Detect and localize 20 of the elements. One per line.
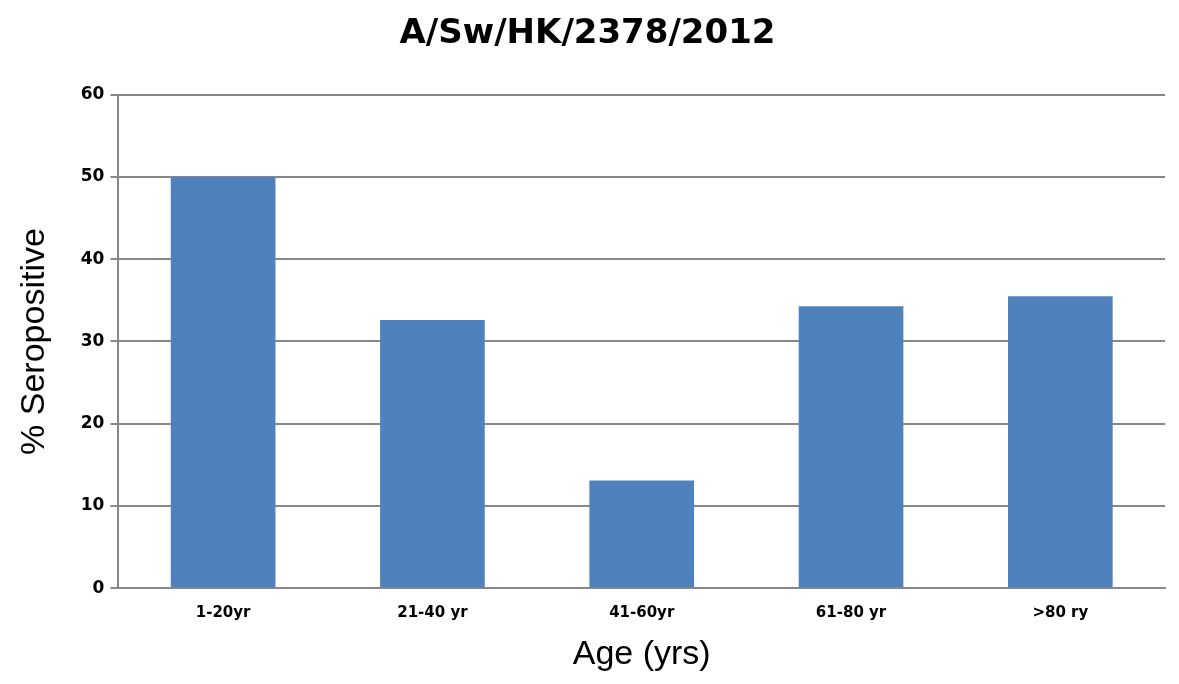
y-tick-label: 10 [80, 494, 105, 515]
bar [589, 480, 695, 588]
bar [170, 177, 276, 588]
x-tick-label: 61-80 yr [815, 603, 887, 622]
y-tick-label: 50 [80, 165, 105, 186]
y-tick-label: 20 [80, 412, 105, 433]
bar [380, 320, 485, 588]
x-tick-label: 41-60yr [609, 603, 675, 622]
y-axis-title: % Seropositive [12, 228, 51, 455]
x-tick-label: 21-40 yr [397, 603, 469, 622]
bar [1008, 296, 1113, 588]
y-tick-label: 40 [80, 247, 105, 268]
x-tick-label: >80 ry [1032, 603, 1089, 622]
y-tick-label: 30 [80, 329, 105, 350]
x-axis-title: Age (yrs) [572, 632, 711, 671]
y-tick-label: 60 [80, 83, 105, 104]
bar [798, 306, 904, 588]
x-tick-label: 1-20yr [195, 603, 252, 622]
chart-title: A/Sw/HK/2378/2012 [399, 11, 776, 52]
y-tick-label: 0 [92, 576, 105, 597]
